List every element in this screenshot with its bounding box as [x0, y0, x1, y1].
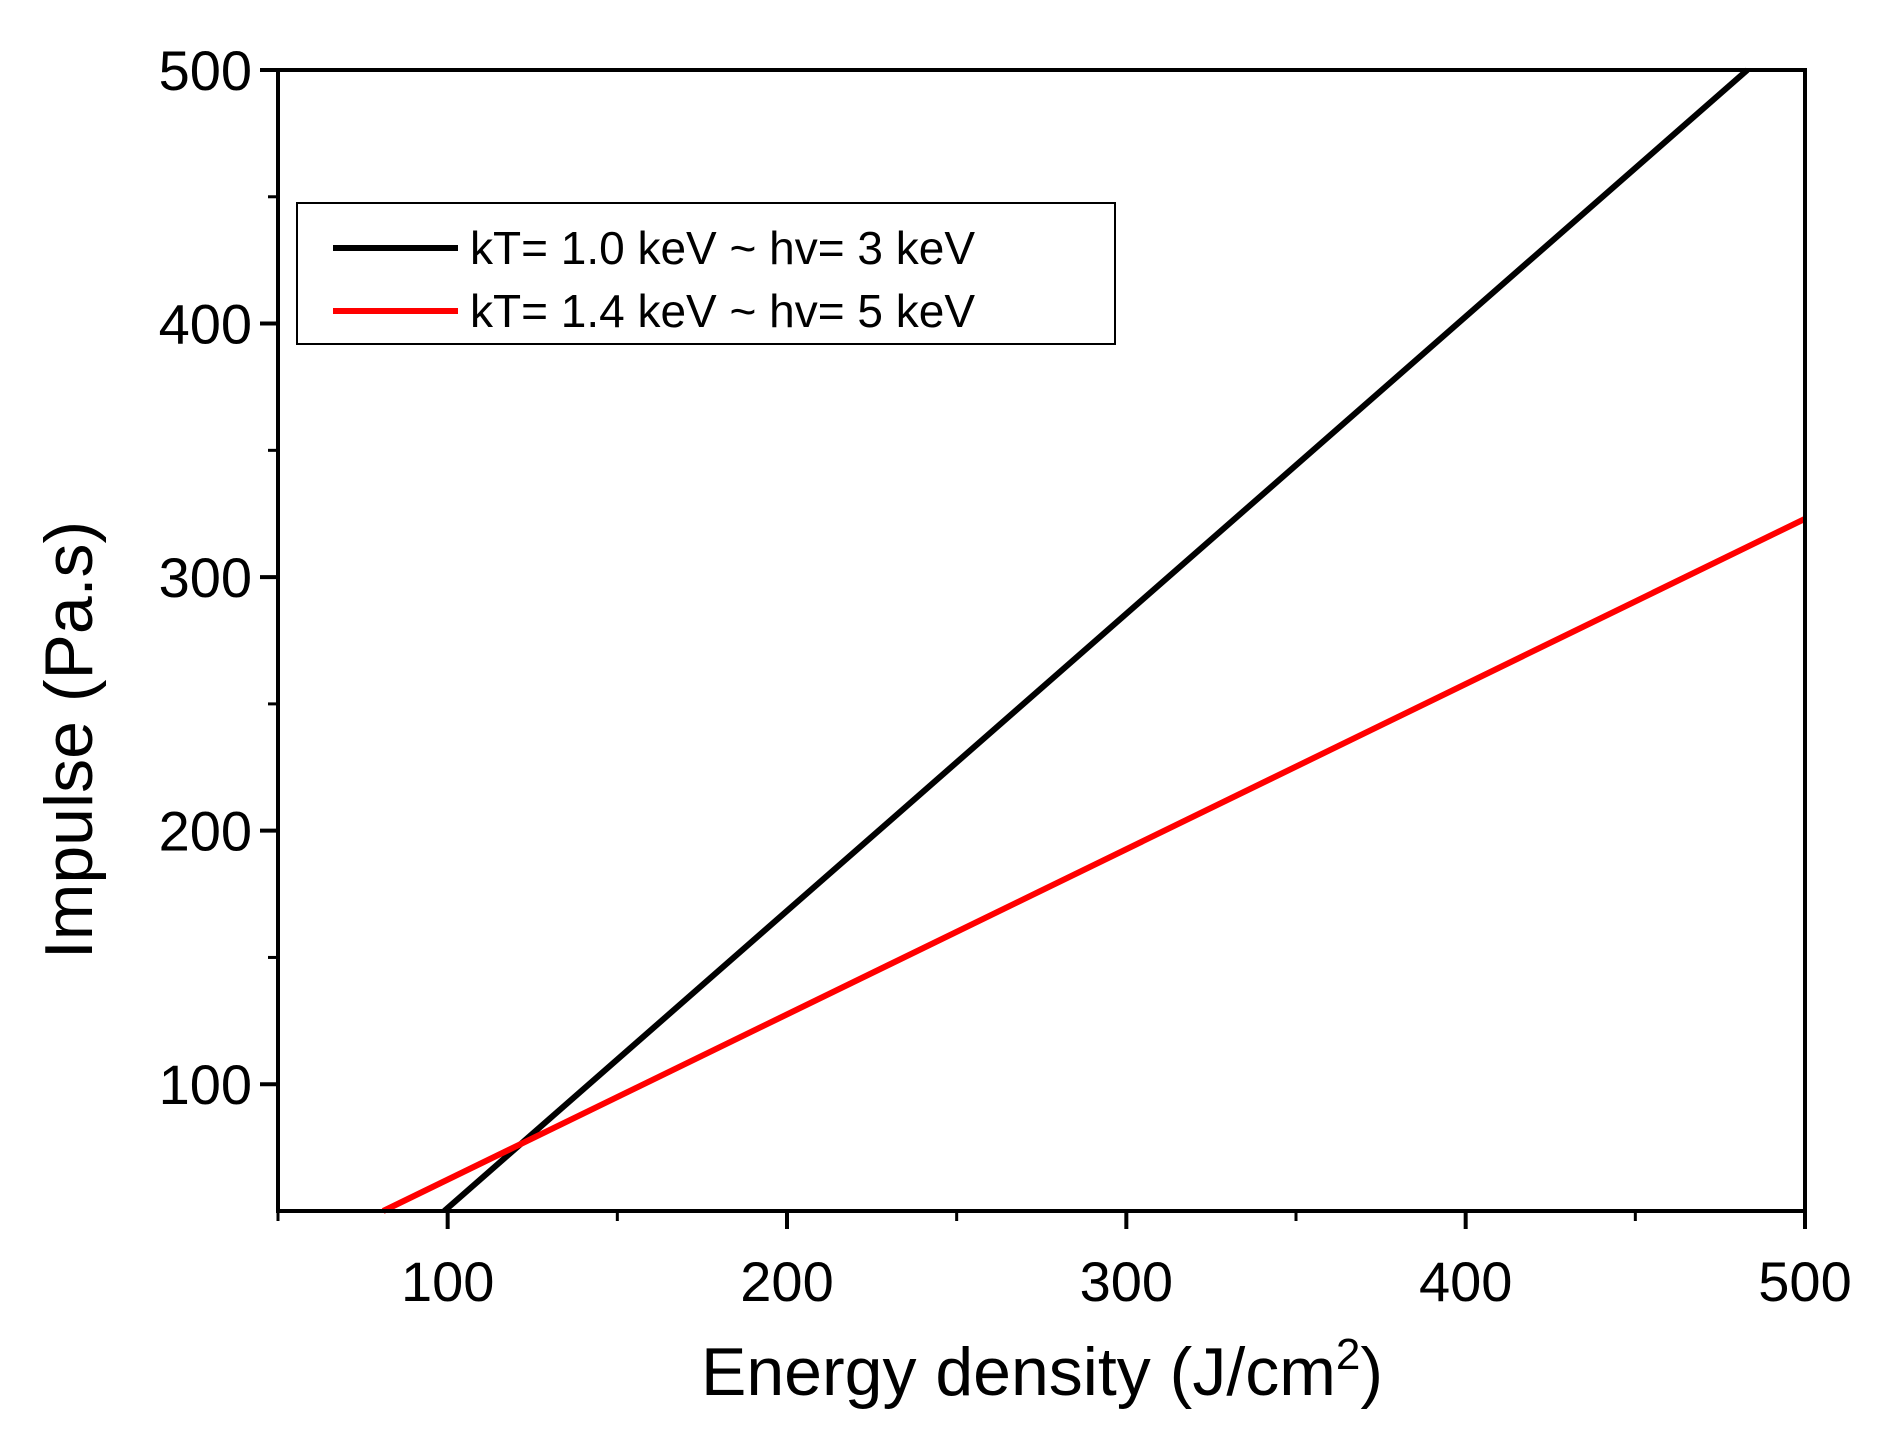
y-tick-label: 200 — [159, 800, 252, 863]
x-axis-title-superscript: 2 — [1336, 1330, 1360, 1379]
x-axis-title-close: ) — [1360, 1334, 1383, 1410]
x-tick-label: 200 — [740, 1250, 833, 1313]
x-tick-label: 300 — [1080, 1250, 1173, 1313]
series-lines — [381, 67, 1807, 1214]
y-tick-label: 100 — [159, 1053, 252, 1116]
y-tick-label: 400 — [159, 293, 252, 356]
x-axis-title: Energy density (J/cm2) — [701, 1330, 1383, 1410]
x-tick-labels: 100 200 300 400 500 — [401, 1250, 1852, 1313]
legend-box — [296, 202, 1116, 345]
x-tick-label: 100 — [401, 1250, 494, 1313]
x-tick-label: 500 — [1758, 1250, 1851, 1313]
legend-label-series-2: kT= 1.4 keV ~ hv= 5 keV — [470, 285, 975, 337]
y-tick-labels: 100 200 300 400 500 — [159, 39, 252, 1116]
legend: kT= 1.0 keV ~ hv= 3 keV kT= 1.4 keV ~ hv… — [296, 202, 1116, 345]
series-line-1 — [442, 67, 1750, 1214]
x-axis-title-main: Energy density (J/cm — [701, 1334, 1336, 1410]
y-tick-label: 500 — [159, 39, 252, 102]
major-ticks — [260, 68, 1807, 1229]
x-tick-label: 400 — [1419, 1250, 1512, 1313]
plot-frame — [276, 68, 1807, 1213]
series-line-2 — [381, 516, 1807, 1214]
legend-label-series-1: kT= 1.0 keV ~ hv= 3 keV — [470, 222, 975, 274]
y-axis-title: Impulse (Pa.s) — [31, 521, 107, 959]
y-tick-label: 300 — [159, 546, 252, 609]
